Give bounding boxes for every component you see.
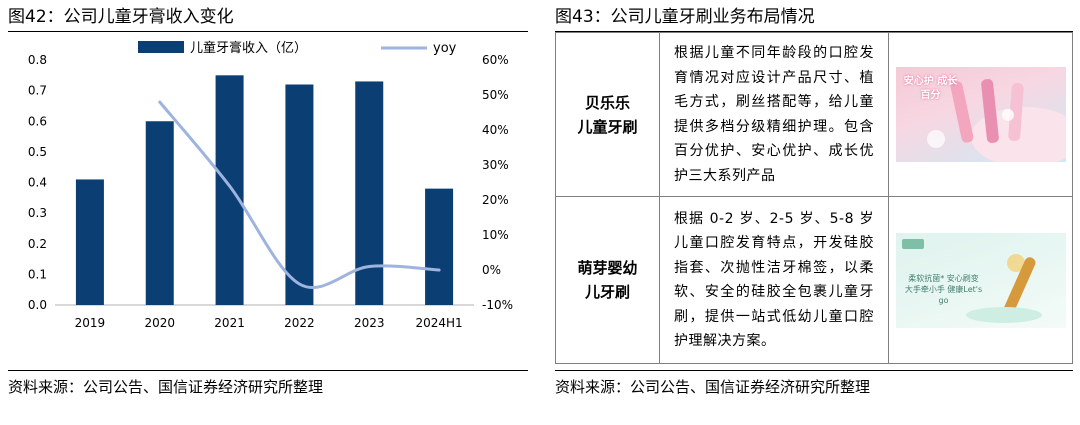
product-image-cell: 柔软抗菌* 安心刷变 大手牵小手 健康Let's go (888, 196, 1073, 364)
brand-name-line: 贝乐乐 (584, 93, 630, 112)
y-right-tick-label: 60% (482, 53, 509, 67)
y-left-tick-label: 0.3 (28, 206, 47, 220)
yoy-line (158, 100, 441, 290)
table-row: 贝乐乐 儿童牙刷 根据儿童不同年龄段的口腔发育情况对应设计产品尺寸、植毛方式，刷… (555, 32, 1073, 197)
product-image-belele: 安心护 成长百分 (895, 67, 1066, 162)
toothbrush-illustration (901, 238, 1042, 323)
y-left-tick-label: 0.6 (28, 114, 47, 128)
y-left-tick-label: 0.2 (28, 237, 47, 251)
bar-2020 (145, 121, 174, 305)
product-image-caption: 柔软抗菌* 安心刷变 大手牵小手 健康Let's go (904, 273, 983, 305)
y-right-tick-label: 50% (482, 88, 509, 102)
right-figure-source: 资料来源：公司公告、国信证券经济研究所整理 (555, 378, 871, 396)
bar-2023 (355, 81, 384, 305)
y-left-tick-label: 0.0 (28, 298, 47, 312)
table-row: 萌芽婴幼 儿牙刷 根据 0-2 岁、2-5 岁、5-8 岁儿童口腔发育特点，开发… (555, 196, 1073, 364)
x-tick-label: 2022 (284, 316, 315, 330)
brand-name-cell: 贝乐乐 儿童牙刷 (555, 32, 660, 197)
brand-name-cell: 萌芽婴幼 儿牙刷 (555, 196, 660, 364)
left-title-rule (8, 31, 528, 32)
legend-bar-label: 儿童牙膏收入（亿） (190, 40, 307, 56)
revenue-chart: 0.0 0.1 0.2 0.3 0.4 0.5 0.6 0.7 0.8 -10% 0% 10% 20% 3… (28, 40, 513, 330)
toothbrush-layout-table: 贝乐乐 儿童牙刷 根据儿童不同年龄段的口腔发育情况对应设计产品尺寸、植毛方式，刷… (555, 32, 1073, 364)
y-right-tick-label: 0% (482, 263, 501, 277)
y-right-tick-label: 30% (482, 158, 509, 172)
y-right-tick-label: 10% (482, 228, 509, 242)
bar-2021 (215, 75, 244, 305)
right-figure-title: 图43：公司儿童牙刷业务布局情况 (555, 7, 815, 27)
x-tick-label: 2023 (354, 316, 385, 330)
left-figure-source: 资料来源：公司公告、国信证券经济研究所整理 (8, 378, 324, 396)
product-image-cell: 安心护 成长百分 (888, 32, 1073, 197)
brand-name-line: 萌芽婴幼 (577, 259, 638, 277)
bar-2022 (285, 84, 314, 305)
product-image-mengya: 柔软抗菌* 安心刷变 大手牵小手 健康Let's go (895, 232, 1066, 328)
left-source-rule (8, 370, 528, 371)
brand-description: 根据儿童不同年龄段的口腔发育情况对应设计产品尺寸、植毛方式，刷丝搭配等，给儿童提… (659, 32, 889, 197)
x-tick-label: 2021 (214, 316, 245, 330)
right-source-rule (555, 370, 1073, 371)
left-figure-title: 图42：公司儿童牙膏收入变化 (8, 7, 234, 27)
toothbrush-illustration (926, 79, 1066, 162)
bar-2019 (75, 179, 104, 305)
brand-name-line: 儿童牙刷 (577, 117, 638, 136)
y-left-tick-label: 0.7 (28, 84, 47, 98)
y-right-tick-label: 20% (482, 193, 509, 207)
brand-description: 根据 0-2 岁、2-5 岁、5-8 岁儿童口腔发育特点，开发硅胶指套、次抛性洁… (659, 196, 889, 364)
y-right-tick-label: 40% (482, 123, 509, 137)
x-tick-label: 2020 (144, 316, 175, 330)
y-right-tick-label: -10% (482, 298, 513, 312)
y-left-tick-label: 0.4 (28, 176, 47, 190)
legend-bar-swatch (138, 41, 184, 53)
y-left-tick-label: 0.5 (28, 145, 47, 159)
product-image-caption: 安心护 成长百分 (903, 76, 958, 101)
bar-2024H1 (425, 188, 454, 305)
legend-line-label: yoy (433, 41, 457, 56)
y-left-tick-label: 0.8 (28, 53, 47, 67)
right-title-rule (555, 31, 1073, 32)
brand-name-line: 儿牙刷 (584, 283, 630, 301)
y-left-tick-label: 0.1 (28, 267, 47, 281)
x-tick-label: 2024H1 (415, 316, 462, 330)
x-tick-label: 2019 (75, 316, 106, 330)
